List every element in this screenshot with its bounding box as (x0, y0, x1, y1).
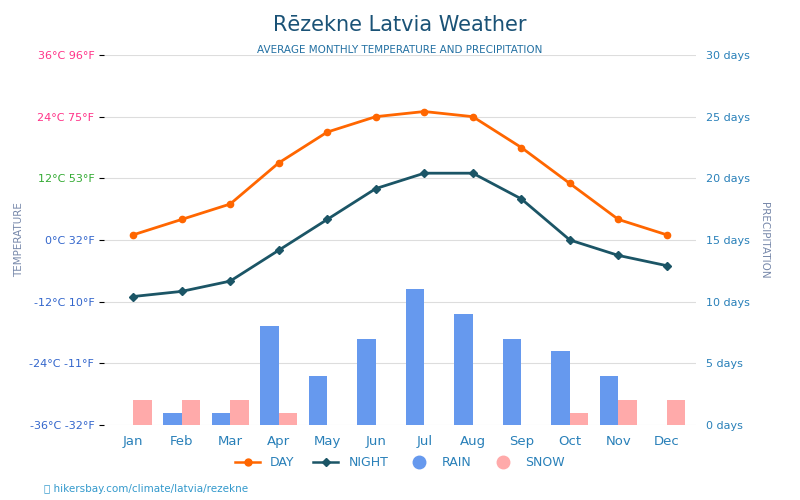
NIGHT (565, 237, 574, 243)
Text: Rēzekne Latvia Weather: Rēzekne Latvia Weather (274, 15, 526, 35)
DAY (565, 180, 574, 186)
DAY (517, 144, 526, 150)
Bar (133, 400, 151, 425)
Bar (406, 290, 424, 425)
Y-axis label: PRECIPITATION: PRECIPITATION (759, 202, 769, 278)
Bar (260, 326, 278, 425)
NIGHT (614, 252, 623, 258)
NIGHT (177, 288, 186, 294)
Bar (309, 376, 327, 425)
Bar (503, 338, 522, 425)
DAY (468, 114, 478, 119)
Text: AVERAGE MONTHLY TEMPERATURE AND PRECIPITATION: AVERAGE MONTHLY TEMPERATURE AND PRECIPIT… (258, 45, 542, 55)
NIGHT (226, 278, 235, 284)
DAY (322, 129, 332, 135)
Line: DAY: DAY (130, 108, 670, 238)
Bar (570, 412, 588, 425)
DAY (177, 216, 186, 222)
NIGHT (662, 262, 672, 268)
Bar (618, 400, 637, 425)
Bar (182, 400, 200, 425)
Bar (667, 400, 686, 425)
Bar (600, 376, 618, 425)
Bar (163, 412, 182, 425)
Text: ⌕ hikersbay.com/climate/latvia/rezekne: ⌕ hikersbay.com/climate/latvia/rezekne (44, 484, 248, 494)
NIGHT (468, 170, 478, 176)
DAY (226, 201, 235, 207)
Bar (278, 412, 297, 425)
DAY (419, 108, 429, 114)
DAY (274, 160, 283, 166)
Y-axis label: TEMPERATURE: TEMPERATURE (14, 202, 24, 278)
NIGHT (517, 196, 526, 202)
Bar (551, 351, 570, 425)
NIGHT (274, 248, 283, 254)
DAY (662, 232, 672, 238)
Bar (212, 412, 230, 425)
Legend: DAY, NIGHT, RAIN, SNOW: DAY, NIGHT, RAIN, SNOW (230, 451, 570, 474)
DAY (371, 114, 381, 119)
NIGHT (322, 216, 332, 222)
DAY (614, 216, 623, 222)
DAY (128, 232, 138, 238)
Line: NIGHT: NIGHT (130, 170, 670, 300)
NIGHT (419, 170, 429, 176)
Bar (230, 400, 249, 425)
Bar (454, 314, 473, 425)
Bar (358, 338, 376, 425)
NIGHT (371, 186, 381, 192)
NIGHT (128, 294, 138, 300)
